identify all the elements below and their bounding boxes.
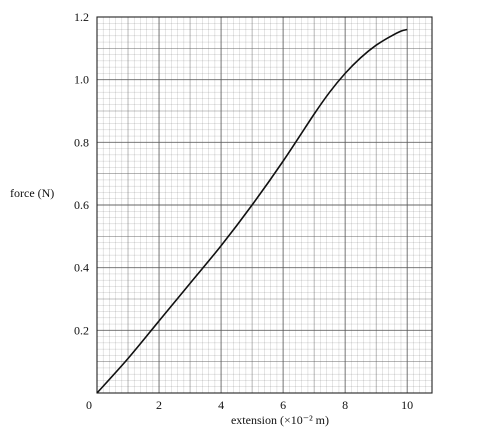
x-tick-label: 10 xyxy=(401,398,413,412)
tick-labels: 0 2 4 6 8 10 0.2 0.4 0.6 0.8 1.0 1.2 xyxy=(74,10,413,412)
y-tick-label: 1.0 xyxy=(74,73,89,87)
graph-paper-grid xyxy=(96,16,433,394)
y-tick-label: 0.2 xyxy=(74,323,89,337)
x-tick-label: 0 xyxy=(86,398,92,412)
axes xyxy=(96,16,433,394)
y-tick-label: 0.6 xyxy=(74,198,89,212)
y-tick-label: 1.2 xyxy=(74,10,89,24)
y-tick-label: 0.4 xyxy=(74,261,89,275)
series-line xyxy=(96,28,408,394)
y-tick-label: 0.8 xyxy=(74,135,89,149)
x-tick-label: 8 xyxy=(342,398,348,412)
x-tick-label: 4 xyxy=(218,398,224,412)
plot-frame xyxy=(96,16,433,394)
y-axis-label: force (N) xyxy=(10,186,54,200)
x-axis-label: extension (×10⁻² m) xyxy=(231,413,329,427)
x-tick-label: 2 xyxy=(156,398,162,412)
x-tick-label: 6 xyxy=(280,398,286,412)
